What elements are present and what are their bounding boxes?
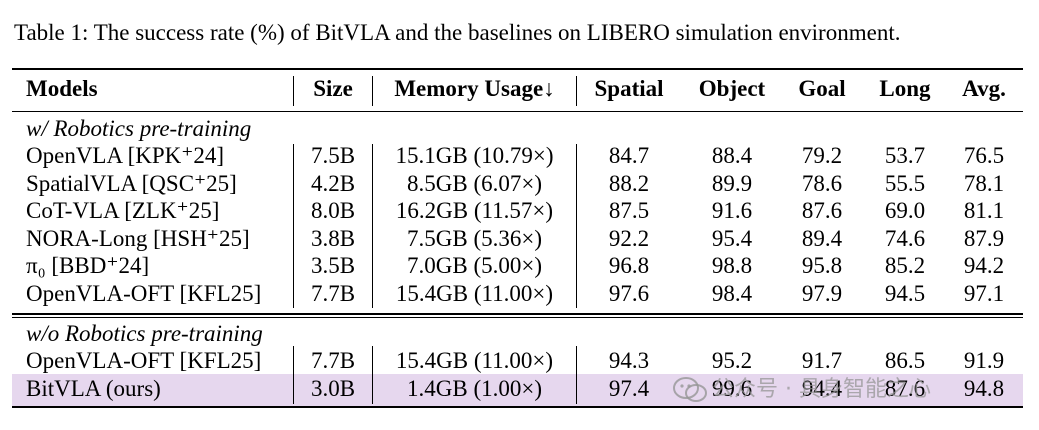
table-cell-object: 98.8	[711, 253, 753, 279]
table-cell-memory: 7.5GB (5.36×)	[407, 225, 542, 251]
table-cell-memory: 16.2GB (11.57×)	[395, 198, 554, 224]
table-cell-long: 55.5	[884, 170, 926, 196]
table-cell-model: OpenVLA-OFT [KFL25]	[26, 348, 262, 373]
table-cell-spatial: 96.8	[608, 253, 650, 279]
header-long: Long	[879, 76, 931, 101]
table-cell-goal: 91.7	[801, 348, 843, 373]
table-cell-spatial: 94.3	[608, 348, 650, 373]
table-cell-object: 89.9	[711, 170, 753, 196]
table-cell-size: 3.8B	[310, 225, 356, 251]
header-spatial: Spatial	[594, 76, 664, 101]
table-cell-spatial: 92.2	[608, 225, 650, 251]
header-size: Size	[313, 76, 353, 101]
table-cell-goal: 95.8	[801, 253, 843, 279]
table-cell-memory: 1.4GB (1.00×)	[407, 375, 542, 401]
header-rule	[12, 111, 1023, 112]
header-models: Models	[26, 76, 98, 101]
table-cell-avg: 87.9	[963, 225, 1005, 251]
table-cell-avg: 91.9	[963, 348, 1005, 373]
table-cell-size: 8.0B	[310, 198, 356, 224]
table-cell-long: 94.5	[884, 281, 926, 306]
table-cell-model: BitVLA (ours)	[26, 375, 161, 401]
table-cell-spatial: 87.5	[608, 198, 650, 224]
table-cell-model: CoT-VLA [ZLK⁺25]	[26, 198, 220, 224]
section-rule-2	[12, 317, 1023, 318]
header-object: Object	[698, 76, 766, 101]
section-label-no-pretraining: w/o Robotics pre-training	[26, 321, 263, 346]
table-cell-object: 95.4	[711, 225, 753, 251]
table-cell-avg: 81.1	[963, 198, 1005, 224]
table-cell-avg: 78.1	[963, 170, 1005, 196]
col-separator-2b	[372, 144, 373, 308]
table-caption: Table 1: The success rate (%) of BitVLA …	[14, 20, 901, 45]
table-cell-goal: 97.9	[801, 281, 843, 306]
table-cell-long: 86.5	[884, 348, 926, 373]
col-separator-3	[576, 76, 577, 106]
table-cell-size: 3.0B	[310, 375, 356, 401]
table-cell-size: 4.2B	[310, 170, 356, 196]
table-cell-object: 98.4	[711, 281, 753, 306]
table-cell-memory: 15.1GB (10.79×)	[395, 143, 554, 168]
highlight-row-bg	[12, 374, 1023, 406]
table-cell-long: 74.6	[884, 225, 926, 251]
table-cell-size: 7.7B	[310, 348, 356, 373]
watermark-text: 公众号 · 具身智能之心	[712, 377, 931, 402]
table-cell-spatial: 84.7	[608, 143, 650, 168]
table-cell-model: OpenVLA-OFT [KFL25]	[26, 281, 262, 306]
table-cell-model: π₀ [BBD⁺24]	[26, 253, 150, 279]
table-cell-memory: 8.5GB (6.07×)	[407, 170, 542, 196]
header-goal: Goal	[798, 76, 846, 101]
table-cell-model: NORA-Long [HSH⁺25]	[26, 225, 250, 251]
table-cell-goal: 78.6	[801, 170, 843, 196]
table-cell-object: 88.4	[711, 143, 753, 168]
table-cell-goal: 87.6	[801, 198, 843, 224]
table-cell-model: OpenVLA [KPK⁺24]	[26, 143, 225, 168]
table-cell-long: 69.0	[884, 198, 926, 224]
table-cell-goal: 94.4	[801, 375, 843, 401]
table-cell-long: 87.6	[884, 375, 926, 401]
col-separator-1	[293, 76, 294, 106]
table-cell-goal: 79.2	[801, 143, 843, 168]
table-cell-object: 99.6	[711, 375, 753, 401]
table-cell-spatial: 97.4	[608, 375, 650, 401]
table-cell-memory: 15.4GB (11.00×)	[395, 348, 554, 373]
table-cell-object: 91.6	[711, 198, 753, 224]
bottom-rule	[12, 406, 1023, 408]
col-separator-2c	[372, 346, 373, 404]
header-memory: Memory Usage↓	[394, 76, 555, 101]
table-cell-size: 7.7B	[310, 281, 356, 306]
table-cell-avg: 94.2	[963, 253, 1005, 279]
col-separator-1c	[293, 346, 294, 404]
top-rule	[12, 68, 1023, 70]
section-label-pretraining: w/ Robotics pre-training	[26, 116, 252, 141]
table-cell-memory: 7.0GB (5.00×)	[407, 253, 542, 279]
table-cell-long: 85.2	[884, 253, 926, 279]
table-cell-long: 53.7	[884, 143, 926, 168]
table-cell-memory: 15.4GB (11.00×)	[395, 281, 554, 306]
table-cell-object: 95.2	[711, 348, 753, 373]
col-separator-3b	[576, 144, 577, 308]
table-cell-avg: 97.1	[963, 281, 1005, 306]
col-separator-3c	[576, 346, 577, 404]
table-cell-size: 3.5B	[310, 253, 356, 279]
wechat-icon	[673, 377, 707, 402]
section-rule	[12, 313, 1023, 315]
table-cell-spatial: 97.6	[608, 281, 650, 306]
table-cell-size: 7.5B	[310, 143, 356, 168]
table-cell-goal: 89.4	[801, 225, 843, 251]
col-separator-2	[372, 76, 373, 106]
table-cell-avg: 76.5	[963, 143, 1005, 168]
table-cell-avg: 94.8	[963, 375, 1005, 401]
header-avg: Avg.	[962, 76, 1006, 101]
table-cell-spatial: 88.2	[608, 170, 650, 196]
col-separator-1b	[293, 144, 294, 308]
table-cell-model: SpatialVLA [QSC⁺25]	[26, 170, 237, 196]
